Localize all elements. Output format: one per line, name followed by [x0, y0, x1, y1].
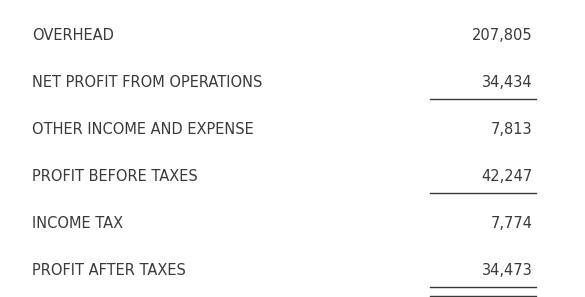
Text: 42,247: 42,247: [481, 169, 532, 184]
Text: 34,473: 34,473: [481, 263, 532, 278]
Text: 7,813: 7,813: [491, 122, 532, 137]
Text: PROFIT AFTER TAXES: PROFIT AFTER TAXES: [32, 263, 186, 278]
Text: OTHER INCOME AND EXPENSE: OTHER INCOME AND EXPENSE: [32, 122, 254, 137]
Text: NET PROFIT FROM OPERATIONS: NET PROFIT FROM OPERATIONS: [32, 75, 263, 90]
Text: 207,805: 207,805: [472, 28, 532, 43]
Text: INCOME TAX: INCOME TAX: [32, 216, 123, 231]
Text: 7,774: 7,774: [490, 216, 532, 231]
Text: 34,434: 34,434: [481, 75, 532, 90]
Text: OVERHEAD: OVERHEAD: [32, 28, 114, 43]
Text: PROFIT BEFORE TAXES: PROFIT BEFORE TAXES: [32, 169, 198, 184]
